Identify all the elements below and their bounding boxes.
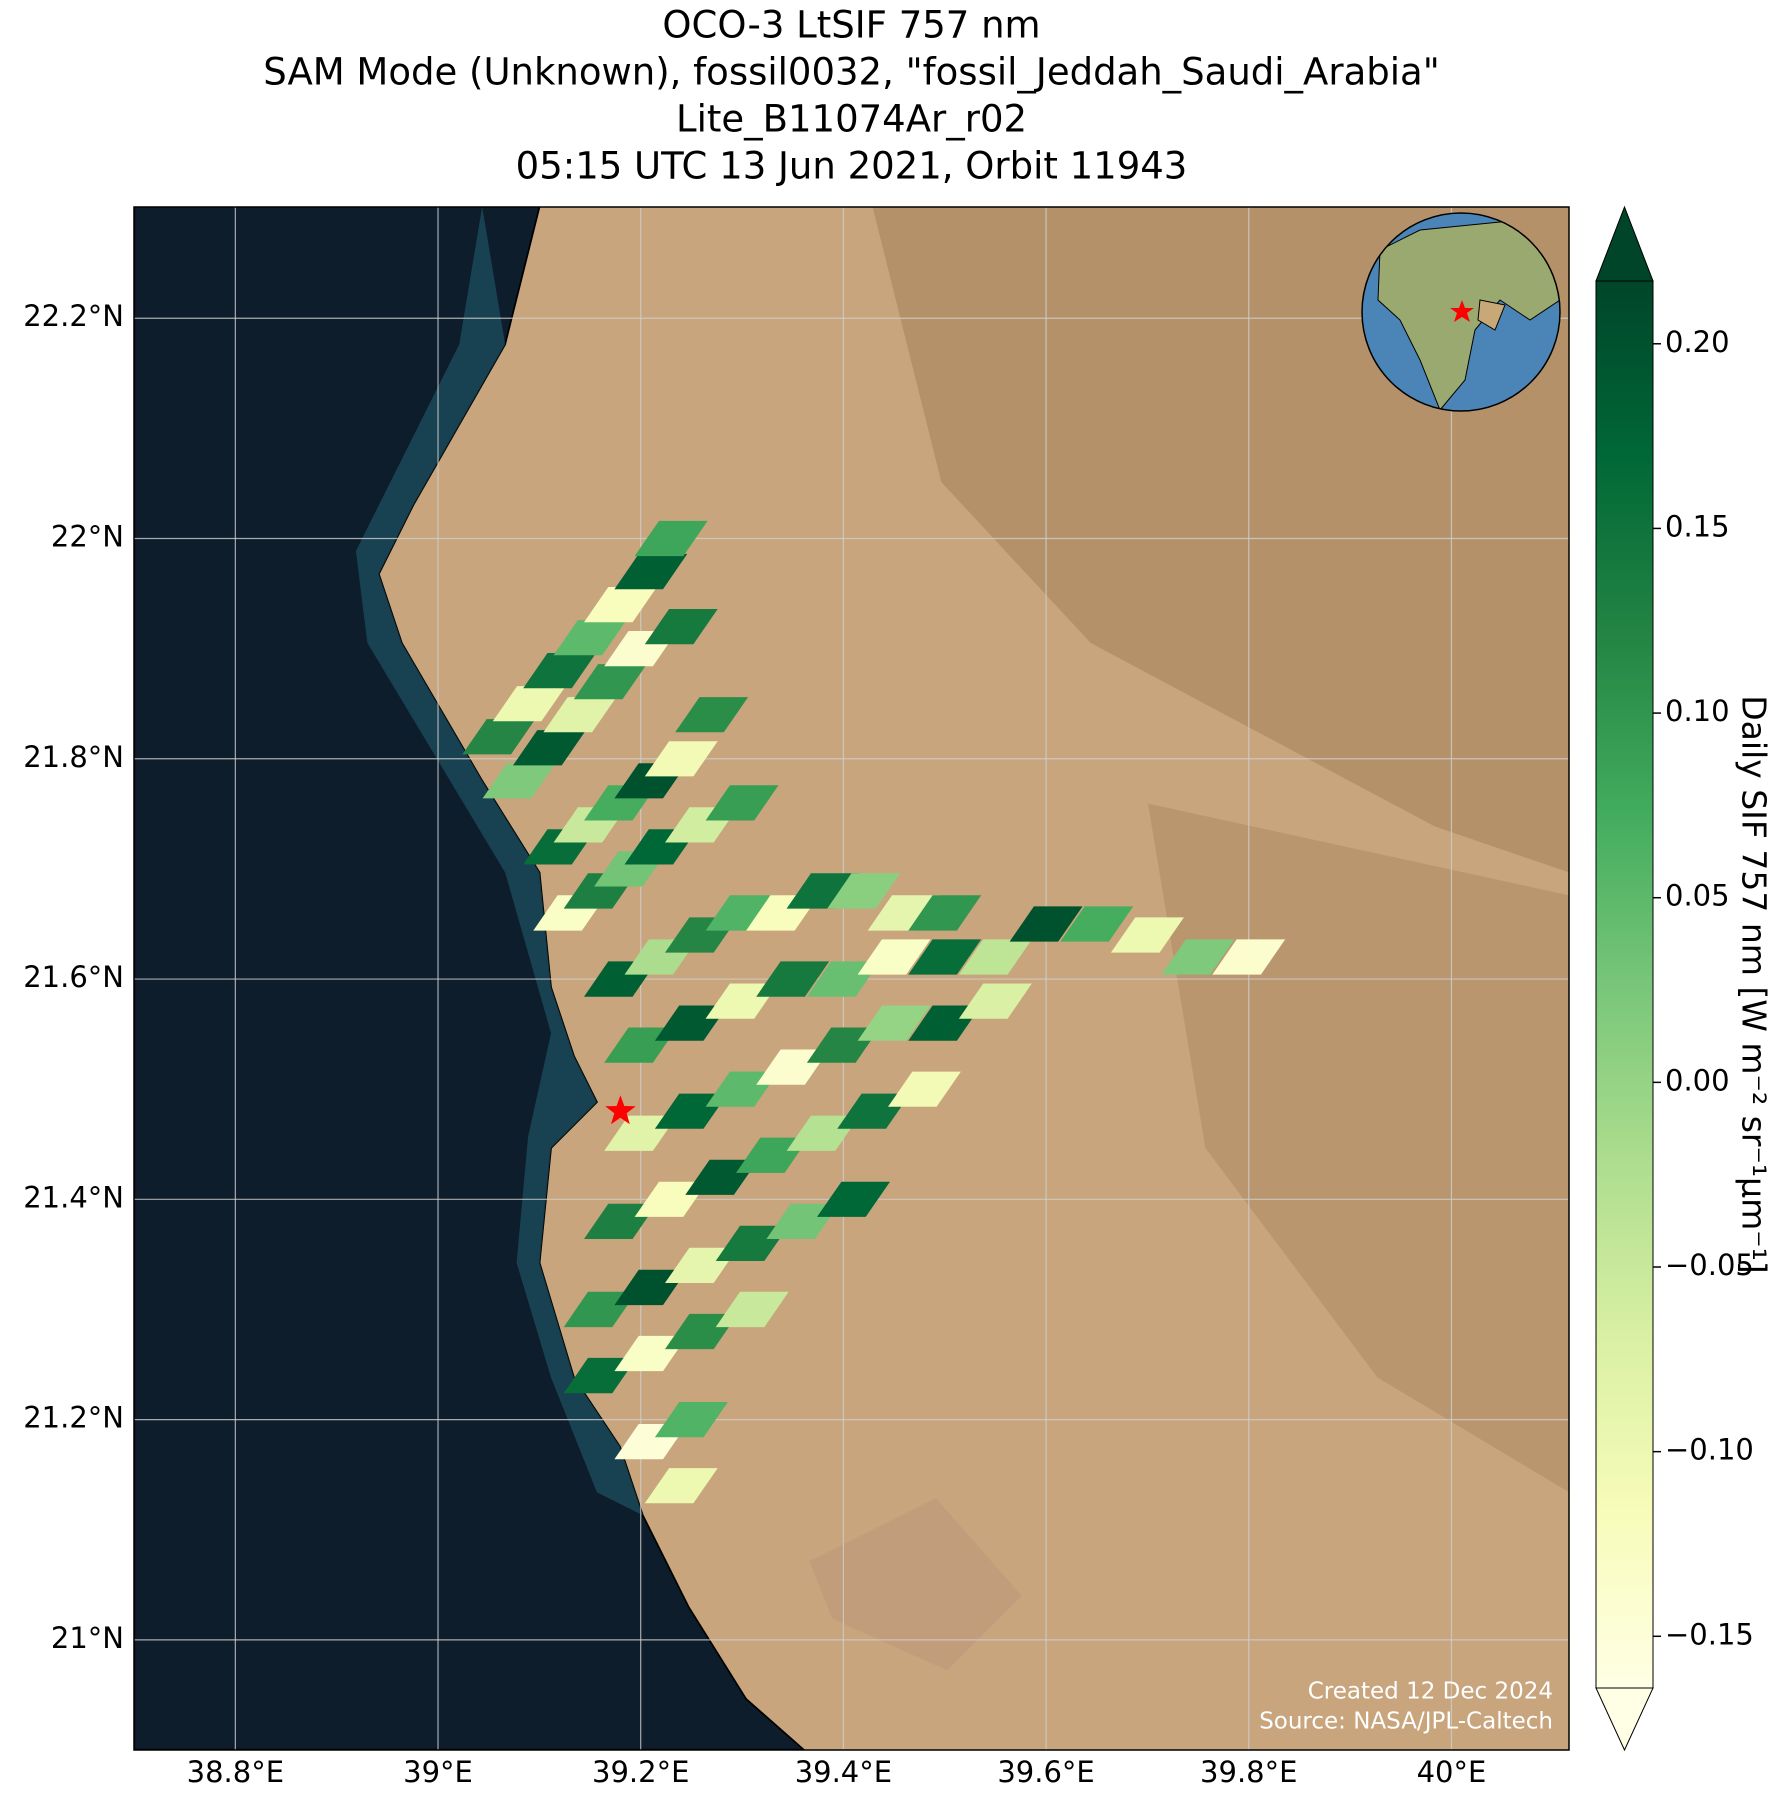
colorbar-extend-bottom <box>1595 1687 1654 1752</box>
colorbar-label: Daily SIF 757 nm [W m⁻² sr⁻¹μm⁻¹] <box>1735 695 1774 1274</box>
x-tick-label: 39°E <box>403 1755 473 1789</box>
sif-footprint <box>492 686 566 722</box>
chart-title: OCO-3 LtSIF 757 nm <box>662 4 1040 47</box>
chart-title: SAM Mode (Unknown), fossil0032, "fossil_… <box>263 51 1439 94</box>
y-tick-label: 21.4°N <box>23 1180 124 1214</box>
chart-title: 05:15 UTC 13 Jun 2021, Orbit 11943 <box>516 145 1188 188</box>
x-tick-label: 39.8°E <box>1200 1755 1297 1789</box>
sif-footprint <box>573 664 647 700</box>
sif-footprint <box>857 1005 931 1041</box>
globe-target <box>1450 300 1474 322</box>
sif-footprint <box>888 1071 961 1107</box>
colorbar-extend-top <box>1595 205 1654 282</box>
y-tick-label: 21°N <box>51 1621 124 1655</box>
credit-note: Created 12 Dec 2024 <box>1308 1679 1553 1705</box>
sif-footprint <box>827 873 901 909</box>
y-tick-label: 21.8°N <box>23 740 124 774</box>
colorbar-tick-label: 0.10 <box>1665 694 1730 728</box>
sif-footprint <box>513 730 586 766</box>
y-tick-label: 21.2°N <box>23 1401 124 1435</box>
sif-footprint <box>584 587 657 623</box>
colorbar-tick-label: 0.15 <box>1665 509 1730 543</box>
colorbar-body <box>1595 280 1654 1689</box>
sif-footprint <box>908 895 982 931</box>
colorbar-tick-label: 0.20 <box>1665 325 1730 359</box>
map-frame <box>133 206 1570 1751</box>
colorbar-tick-label: 0.00 <box>1665 1063 1730 1097</box>
x-tick-label: 38.8°E <box>187 1755 284 1789</box>
colorbar: −0.15 −0.10 −0.05 0.00 0.05 0.10 0.15 0.20 Daily… <box>1595 205 1774 1752</box>
globe-land <box>1377 219 1560 411</box>
sif-footprint <box>654 1402 728 1438</box>
target-marker <box>605 1095 636 1125</box>
sif-footprint <box>462 719 536 755</box>
y-tick-label: 22.2°N <box>23 299 124 333</box>
x-tick-label: 39.6°E <box>997 1755 1094 1789</box>
y-tick-label: 22°N <box>51 520 124 554</box>
colorbar-tick-label: 0.05 <box>1665 879 1730 913</box>
credit-note: Source: NASA/JPL-Caltech <box>1259 1709 1553 1735</box>
colorbar-tick-label: −0.10 <box>1665 1433 1754 1467</box>
sif-footprint <box>644 609 718 645</box>
x-tick-label: 39.4°E <box>795 1755 892 1789</box>
sif-footprint <box>705 785 779 821</box>
chart-title: Lite_B11074Ar_r02 <box>676 98 1027 141</box>
sif-footprint <box>958 939 1032 975</box>
sif-footprint <box>857 939 931 975</box>
sif-footprint <box>634 520 708 557</box>
sif-footprint <box>1161 939 1235 975</box>
sif-footprint <box>715 1291 789 1328</box>
sif-footprint <box>644 1468 718 1504</box>
sif-footprint <box>523 653 597 689</box>
sif-footprint <box>705 895 779 931</box>
x-tick-label: 40°E <box>1417 1755 1487 1789</box>
sif-footprint <box>756 961 830 997</box>
sif-footprint <box>1110 917 1184 953</box>
colorbar-tick-label: −0.15 <box>1665 1617 1754 1651</box>
sif-footprint <box>908 939 982 975</box>
sif-footprint <box>482 763 556 799</box>
sif-footprint <box>614 553 688 590</box>
sif-footprint <box>1212 939 1286 975</box>
y-tick-label: 21.6°N <box>23 960 124 994</box>
sif-footprint <box>675 697 749 733</box>
sif-footprint <box>1060 906 1134 942</box>
grid <box>134 207 1569 1750</box>
sif-footprint <box>553 620 627 656</box>
x-tick-label: 39.2°E <box>592 1755 689 1789</box>
sif-footprint <box>1009 906 1083 942</box>
sif-footprint <box>958 983 1032 1019</box>
sif-footprint <box>644 741 718 777</box>
colorbar-tick-label: −0.05 <box>1665 1248 1754 1282</box>
sif-footprint <box>543 697 617 733</box>
globe-inset <box>1361 212 1561 412</box>
sif-footprint <box>817 1181 890 1217</box>
footprints <box>462 520 1286 1504</box>
